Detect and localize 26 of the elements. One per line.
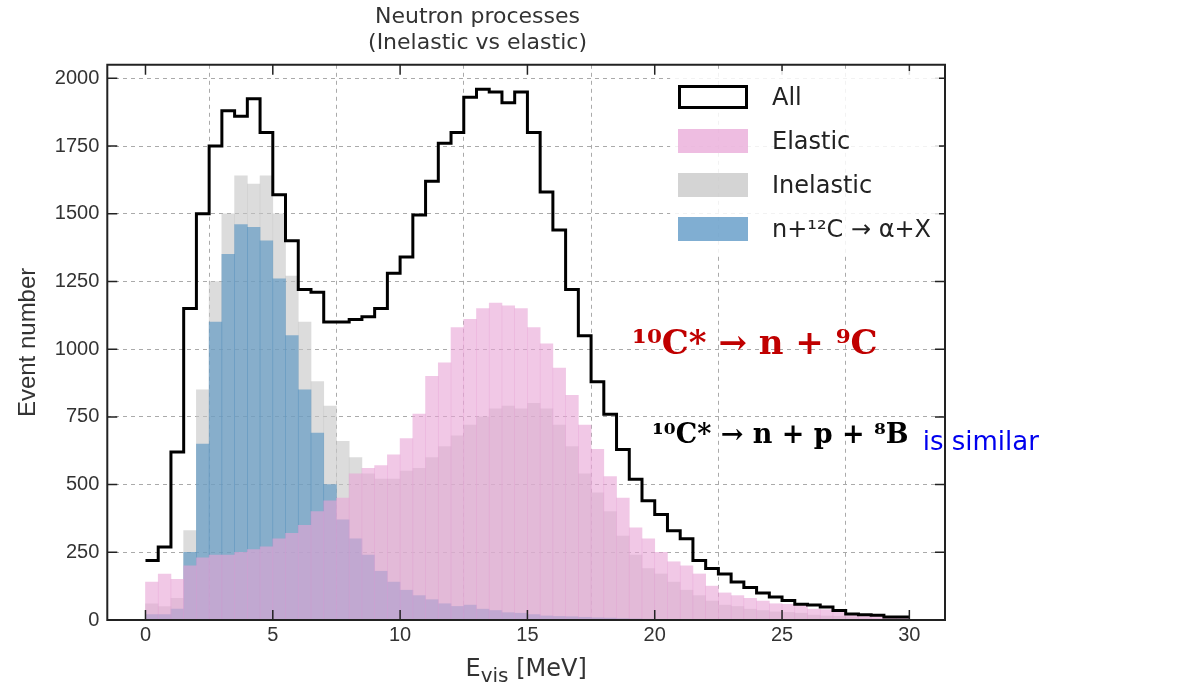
y-tick-label: 1000 [54, 336, 100, 359]
annotation: ¹⁰C* → n + ⁹C [632, 322, 878, 362]
y-tick-label: 0 [88, 607, 100, 630]
y-tick-label: 750 [65, 404, 100, 427]
x-tick-label: 30 [898, 622, 921, 645]
annotation: is similar [922, 426, 1039, 456]
y-tick-label: 500 [65, 472, 100, 495]
legend-label: Elastic [772, 126, 851, 155]
annotation: ¹⁰C* → n + p + ⁸B [652, 418, 909, 449]
y-tick-label: 1250 [54, 268, 100, 291]
y-tick-label: 1750 [54, 133, 100, 156]
legend-label: Inelastic [772, 170, 873, 199]
y-tick-label: 1500 [54, 201, 100, 224]
chart-title: Neutron processes (Inelastic vs elastic) [368, 2, 587, 55]
x-tick-label: 20 [643, 622, 666, 645]
x-tick-label: 5 [267, 622, 279, 645]
x-axis-title: E$_{vis}$ [MeV] [465, 654, 587, 687]
legend-label: All [772, 82, 802, 111]
x-tick-label: 25 [770, 622, 794, 645]
y-tick-label: 250 [65, 539, 100, 562]
x-tick-label: 15 [516, 622, 539, 645]
y-axis-title: Event number [13, 267, 41, 418]
legend-label: n+¹²C → α+X [772, 214, 932, 243]
x-tick-label: 0 [139, 622, 152, 645]
y-tick-label: 2000 [54, 65, 100, 88]
x-tick-label: 10 [388, 622, 412, 645]
